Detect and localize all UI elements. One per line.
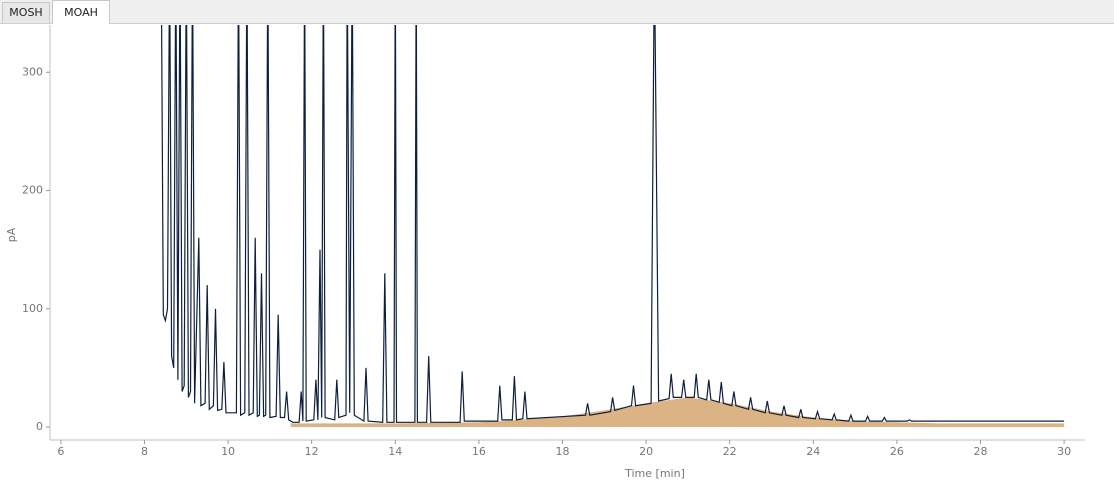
x-tick-label: 10 — [221, 445, 235, 458]
x-tick-label: 24 — [806, 445, 820, 458]
chart-background — [0, 24, 1114, 485]
x-tick-label: 16 — [472, 445, 486, 458]
x-tick-label: 20 — [639, 445, 653, 458]
signal-line — [161, 25, 1065, 423]
x-tick-label: 30 — [1057, 445, 1071, 458]
tab[interactable]: MOSH — [2, 2, 50, 23]
chart: Time [min] pA 6 8 10 12 14 16 18 20 22 24 26 28 3001… — [0, 24, 1114, 485]
tab[interactable]: MOAH — [52, 0, 110, 24]
plot-area — [161, 25, 1065, 427]
y-axis-label: pA — [5, 227, 18, 242]
x-tick-label: 8 — [141, 445, 148, 458]
x-tick-label: 28 — [973, 445, 987, 458]
y-tick-label: 0 — [36, 420, 43, 433]
tab-bar: MOSH MOAH — [0, 0, 1114, 24]
x-tick-label: 6 — [57, 445, 64, 458]
y-tick-label: 100 — [22, 302, 43, 315]
x-tick-label: 22 — [723, 445, 737, 458]
x-tick-label: 26 — [890, 445, 904, 458]
y-tick-label: 300 — [22, 65, 43, 78]
area — [290, 397, 1065, 427]
x-tick-label: 14 — [388, 445, 402, 458]
y-tick-label: 200 — [22, 184, 43, 197]
x-tick-label: 12 — [305, 445, 319, 458]
x-tick-label: 18 — [555, 445, 569, 458]
x-axis-label: Time [min] — [624, 467, 685, 480]
